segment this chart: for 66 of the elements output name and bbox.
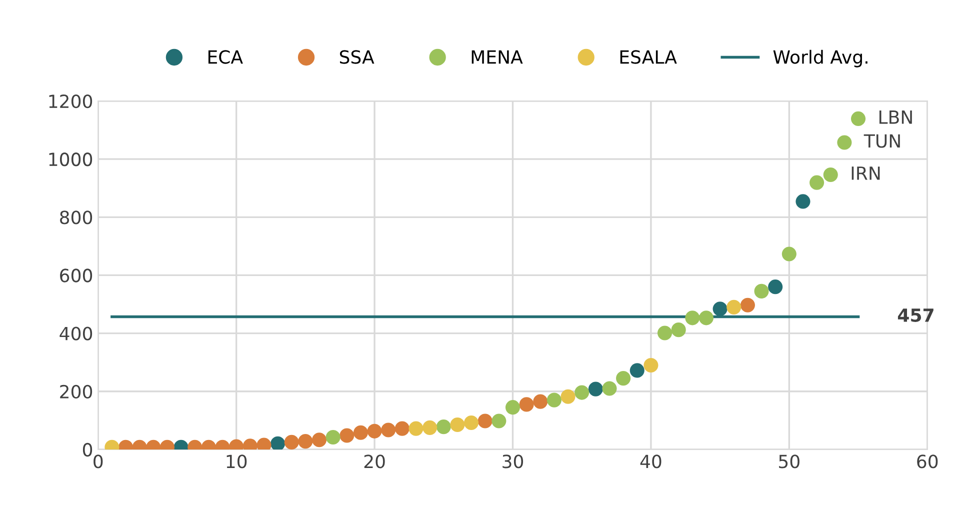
point: [768, 280, 783, 294]
y-tick-label: 200: [60, 384, 92, 398]
legend-label: World Avg.: [773, 50, 868, 68]
point: [616, 371, 631, 386]
point: [381, 422, 396, 438]
annotation: TUN: [864, 134, 900, 148]
point: [505, 400, 520, 415]
annotation: 457: [898, 308, 934, 322]
point: [450, 417, 465, 432]
point: [740, 298, 755, 312]
legend-label: ECA: [208, 50, 243, 64]
point: [478, 414, 492, 428]
x-tick-label: 60: [917, 454, 938, 468]
point: [546, 392, 562, 408]
annotation: IRN: [852, 166, 880, 180]
point: [726, 300, 742, 314]
y-tick-label: 1200: [49, 94, 92, 108]
point: [685, 310, 700, 326]
point: [823, 167, 838, 182]
point: [588, 382, 603, 396]
annotation: LBN: [879, 110, 912, 124]
point: [270, 436, 286, 450]
point: [754, 284, 769, 298]
point: [519, 397, 534, 412]
point: [712, 302, 728, 316]
point: [850, 111, 866, 126]
point: [810, 175, 824, 190]
x-tick-label: 50: [779, 454, 800, 468]
point: [492, 414, 506, 428]
point: [630, 363, 644, 378]
point: [422, 420, 438, 435]
x-tick-label: 40: [640, 454, 662, 468]
point: [533, 394, 548, 409]
point: [312, 432, 327, 448]
point: [644, 358, 658, 373]
legend-label: MENA: [472, 50, 523, 64]
point: [436, 420, 451, 434]
point: [602, 381, 617, 396]
point: [298, 434, 313, 449]
point: [837, 135, 852, 150]
x-tick-label: 0: [94, 454, 103, 468]
point: [284, 434, 299, 450]
y-tick-label: 400: [60, 326, 92, 340]
x-tick-label: 30: [502, 454, 524, 468]
y-tick-label: 0: [82, 442, 92, 457]
y-tick-label: 600: [60, 268, 92, 282]
y-tick-label: 800: [60, 210, 92, 224]
point: [782, 246, 796, 262]
point: [367, 424, 382, 438]
point: [796, 194, 810, 209]
y-tick-label: 1000: [49, 152, 92, 166]
x-tick-label: 20: [364, 454, 385, 468]
x-tick-label: 10: [226, 454, 247, 468]
point: [394, 421, 410, 436]
legend-label: ESALA: [620, 50, 677, 64]
point: [574, 385, 590, 400]
point: [464, 415, 479, 430]
point: [340, 428, 354, 443]
point: [353, 425, 368, 440]
point: [326, 430, 340, 445]
point: [560, 389, 576, 404]
point: [671, 322, 686, 338]
point: [698, 310, 714, 326]
legend-label: SSA: [340, 50, 374, 64]
point: [408, 421, 424, 436]
point: [657, 326, 672, 340]
